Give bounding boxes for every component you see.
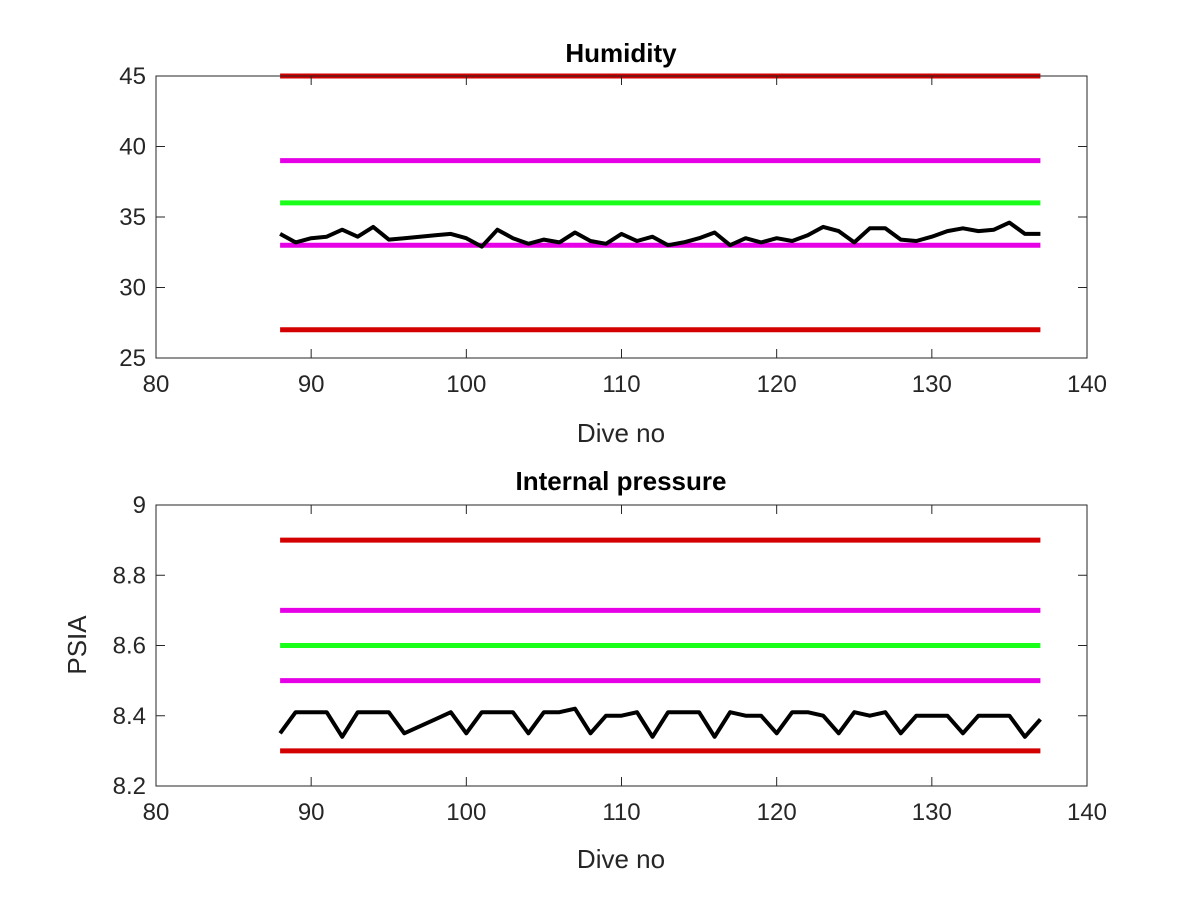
- pressure-x-tick-label: 90: [298, 799, 325, 826]
- pressure-y-tick-label: 8.8: [113, 562, 146, 589]
- pressure-x-axis-label: Dive no: [577, 844, 665, 874]
- pressure-plot-lines: [278, 537, 1042, 754]
- humidity-x-tick-label: 80: [143, 371, 170, 398]
- pressure-x-tick-label: 140: [1067, 799, 1107, 826]
- humidity-subplot: Humidity 80 90 100 110 120 130 140 25 30 35 40 45 D…: [119, 38, 1107, 448]
- humidity-chart-title: Humidity: [565, 38, 677, 68]
- pressure-x-tick-label: 100: [446, 799, 486, 826]
- pressure-y-axis-label: PSIA: [62, 615, 92, 675]
- pressure-x-tick-label: 120: [757, 799, 797, 826]
- humidity-y-tick-label: 40: [119, 134, 146, 161]
- pressure-chart-title: Internal pressure: [516, 466, 727, 496]
- pressure-y-tick-label: 8.2: [113, 773, 146, 800]
- pressure-x-tick-label: 110: [602, 799, 640, 826]
- humidity-y-tick-label: 25: [119, 345, 146, 372]
- humidity-measured-data-line: [279, 220, 1041, 249]
- humidity-x-tick-label: 90: [298, 371, 325, 398]
- humidity-axis-ticks: 80 90 100 110 120 130 140 25 30 35 40 45: [119, 63, 1107, 398]
- pressure-y-tick-label: 9: [133, 492, 146, 519]
- humidity-x-tick-label: 140: [1067, 371, 1107, 398]
- humidity-y-tick-label: 30: [119, 275, 146, 302]
- humidity-x-tick-label: 110: [602, 371, 640, 398]
- humidity-x-axis-label: Dive no: [577, 418, 665, 448]
- internal-pressure-subplot: Internal pressure 80 90 100 110 120 130 140 8.2…: [62, 466, 1107, 874]
- humidity-axes-box: [155, 75, 1088, 359]
- pressure-x-tick-label: 80: [143, 799, 170, 826]
- pressure-y-tick-label: 8.4: [113, 703, 146, 730]
- humidity-x-tick-label: 100: [446, 371, 486, 398]
- humidity-x-tick-label: 120: [757, 371, 797, 398]
- humidity-x-tick-label: 130: [912, 371, 952, 398]
- pressure-x-tick-label: 130: [912, 799, 952, 826]
- humidity-y-tick-label: 35: [119, 204, 146, 231]
- pressure-y-tick-label: 8.6: [113, 633, 146, 660]
- pressure-axes-box: [155, 504, 1088, 787]
- humidity-y-tick-label: 45: [119, 63, 146, 90]
- pressure-measured-data-line: [278, 706, 1042, 739]
